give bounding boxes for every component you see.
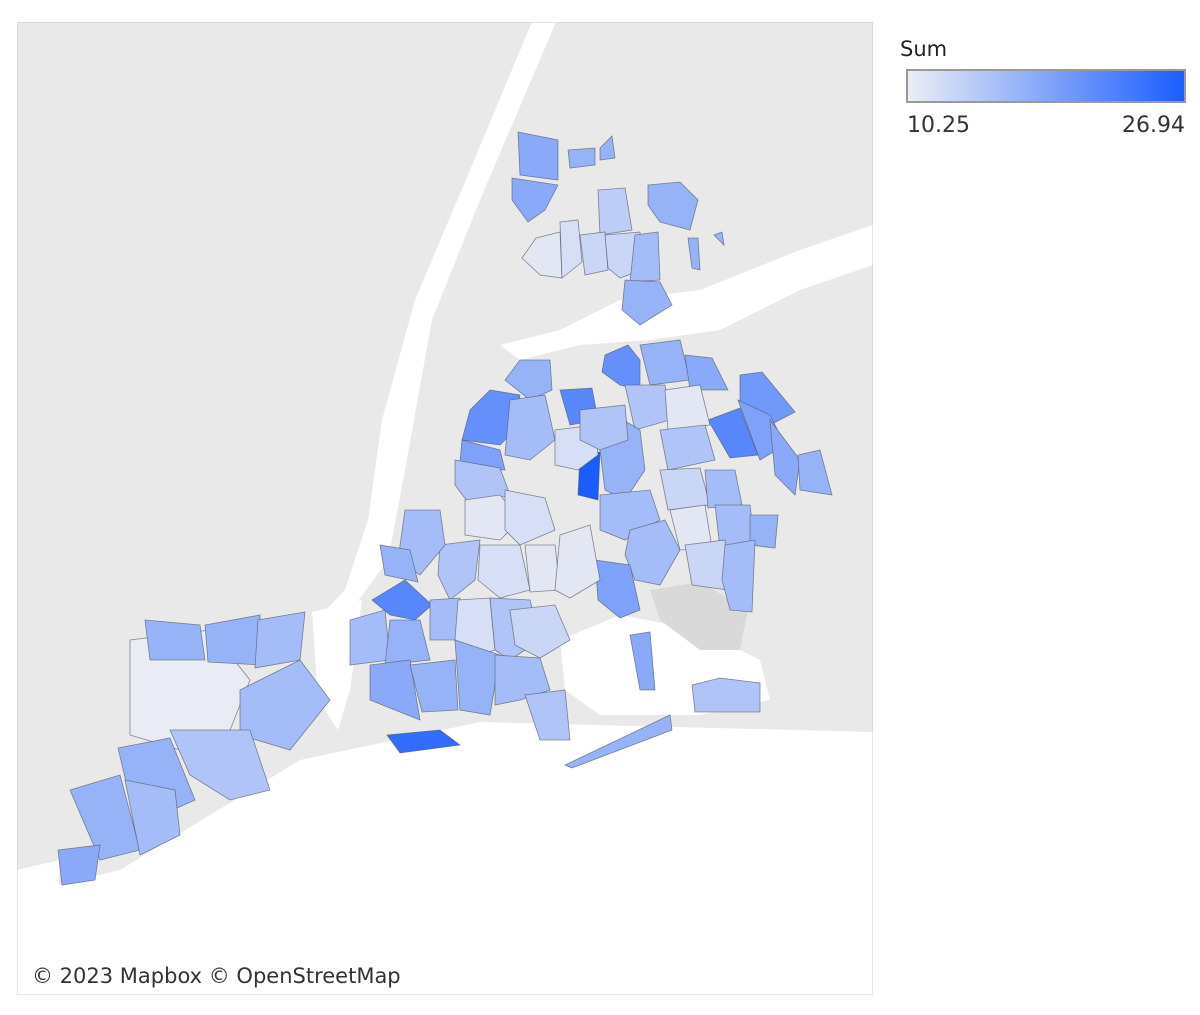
zone[interactable] (564, 714, 673, 769)
hudson-river (318, 22, 556, 618)
zone[interactable] (579, 404, 629, 451)
zone[interactable] (384, 619, 431, 666)
zone[interactable] (124, 779, 181, 856)
zone[interactable] (599, 135, 616, 161)
legend-gradient (906, 69, 1186, 103)
zone[interactable] (437, 539, 481, 601)
zone[interactable] (454, 639, 501, 716)
attribution: © 2023 Mapbox © OpenStreetMap (32, 964, 401, 988)
zone[interactable] (597, 187, 633, 236)
east-river (500, 225, 873, 360)
zone[interactable] (687, 237, 701, 271)
zone[interactable] (664, 384, 711, 431)
zone[interactable] (721, 539, 756, 613)
zone[interactable] (647, 181, 699, 231)
zone[interactable] (684, 539, 729, 591)
zone[interactable] (594, 559, 641, 619)
zone[interactable] (169, 729, 271, 801)
zone[interactable] (749, 514, 779, 549)
attribution-bg (26, 958, 396, 990)
legend-max: 26.94 (1122, 113, 1185, 138)
kill-van-kull (17, 860, 60, 905)
zone[interactable] (629, 631, 656, 691)
legend-title: Sum (900, 37, 947, 61)
zone[interactable] (509, 604, 571, 659)
zone[interactable] (704, 469, 743, 509)
zone[interactable] (713, 231, 725, 247)
zone[interactable] (477, 544, 531, 599)
zone[interactable] (769, 418, 801, 496)
zone[interactable] (579, 231, 609, 276)
zone[interactable] (524, 689, 571, 741)
zone[interactable] (254, 611, 306, 669)
zone[interactable] (511, 177, 559, 223)
zone[interactable] (239, 659, 331, 751)
zone[interactable] (621, 279, 673, 326)
zone[interactable] (386, 729, 462, 754)
zone[interactable] (524, 544, 561, 593)
ocean (17, 722, 873, 995)
zone[interactable] (517, 131, 559, 181)
zone[interactable] (504, 359, 553, 401)
zone[interactable] (409, 659, 459, 713)
zone[interactable] (461, 389, 521, 446)
zone[interactable] (349, 609, 391, 666)
zone[interactable] (521, 231, 563, 279)
zone[interactable] (691, 677, 761, 713)
zone[interactable] (659, 424, 716, 471)
zones (57, 131, 833, 886)
zone[interactable] (504, 394, 556, 461)
zone[interactable] (629, 231, 661, 283)
zone[interactable] (371, 579, 433, 621)
zone[interactable] (554, 524, 601, 599)
zone[interactable] (624, 519, 681, 586)
zone[interactable] (379, 544, 419, 583)
zone[interactable] (559, 219, 583, 279)
zone[interactable] (57, 844, 101, 886)
zone[interactable] (567, 147, 596, 169)
zone[interactable] (369, 659, 421, 721)
legend-min: 10.25 (907, 113, 970, 138)
zone[interactable] (144, 619, 206, 661)
zone[interactable] (684, 354, 729, 391)
zone[interactable] (504, 489, 556, 546)
airport (650, 582, 748, 650)
zone[interactable] (797, 449, 833, 496)
